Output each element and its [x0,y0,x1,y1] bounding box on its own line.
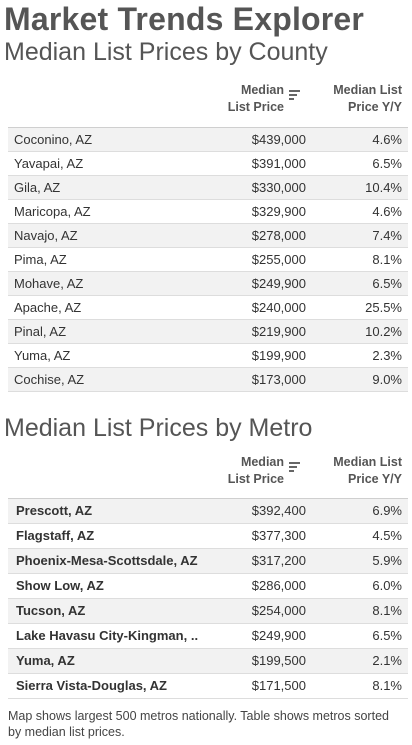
row-price-yy: 2.1% [372,653,402,668]
row-median-price: $330,000 [251,180,306,195]
metro-section-title: Median List Prices by Metro [4,414,313,442]
table-row[interactable]: Pinal, AZ $219,900 10.2% [8,320,408,344]
county-table-header: Median List Price Median List Price Y/Y [8,80,408,126]
table-row[interactable]: Yuma, AZ $199,900 2.3% [8,344,408,368]
row-median-price: $171,500 [251,678,306,693]
row-price-yy: 6.5% [372,276,402,291]
row-name: Phoenix-Mesa-Scottsdale, AZ [16,553,198,568]
row-name: Navajo, AZ [14,228,78,243]
row-price-yy: 6.9% [372,503,402,518]
row-median-price: $219,900 [251,324,306,339]
row-name: Pinal, AZ [14,324,67,339]
row-median-price: $254,000 [251,603,306,618]
row-price-yy: 2.3% [372,348,402,363]
row-price-yy: 10.4% [365,180,402,195]
table-row[interactable]: Pima, AZ $255,000 8.1% [8,248,408,272]
row-median-price: $278,000 [251,228,306,243]
county-section-title: Median List Prices by County [4,38,328,66]
table-row[interactable]: Show Low, AZ $286,000 6.0% [8,574,408,599]
row-name: Maricopa, AZ [14,204,91,219]
footer-note: Map shows largest 500 metros nationally.… [8,709,389,739]
row-price-yy: 25.5% [365,300,402,315]
row-name: Yuma, AZ [16,653,75,668]
row-median-price: $286,000 [251,578,306,593]
table-row[interactable]: Yuma, AZ $199,500 2.1% [8,649,408,674]
row-name: Sierra Vista-Douglas, AZ [16,678,167,693]
row-price-yy: 8.1% [372,603,402,618]
table-row[interactable]: Maricopa, AZ $329,900 4.6% [8,200,408,224]
row-price-yy: 6.5% [372,156,402,171]
row-name: Gila, AZ [14,180,61,195]
metro-yy-header[interactable]: Median List Price Y/Y [333,455,402,486]
row-median-price: $317,200 [251,553,306,568]
row-name: Show Low, AZ [16,578,104,593]
row-name: Coconino, AZ [14,132,93,147]
table-row[interactable]: Lake Havasu City-Kingman, .. $249,900 6.5% [8,624,408,649]
table-row[interactable]: Phoenix-Mesa-Scottsdale, AZ $317,200 5.9% [8,549,408,574]
app-title: Market Trends Explorer [4,1,365,37]
row-median-price: $240,000 [251,300,306,315]
row-name: Mohave, AZ [14,276,84,291]
table-row[interactable]: Tucson, AZ $254,000 8.1% [8,599,408,624]
table-row[interactable]: Mohave, AZ $249,900 6.5% [8,272,408,296]
county-yy-header[interactable]: Median List Price Y/Y [333,83,402,114]
row-price-yy: 4.5% [372,528,402,543]
row-name: Tucson, AZ [16,603,86,618]
row-price-yy: 9.0% [372,372,402,387]
table-row[interactable]: Coconino, AZ $439,000 4.6% [8,128,408,152]
row-price-yy: 6.5% [372,628,402,643]
row-name: Prescott, AZ [16,503,93,518]
row-median-price: $249,900 [251,276,306,291]
row-price-yy: 4.6% [372,132,402,147]
table-row[interactable]: Apache, AZ $240,000 25.5% [8,296,408,320]
row-name: Apache, AZ [14,300,82,315]
row-median-price: $391,000 [251,156,306,171]
row-median-price: $439,000 [251,132,306,147]
row-median-price: $249,900 [251,628,306,643]
row-name: Flagstaff, AZ [16,528,95,543]
row-median-price: $377,300 [251,528,306,543]
row-name: Pima, AZ [14,252,67,267]
row-name: Yuma, AZ [14,348,71,363]
table-row[interactable]: Cochise, AZ $173,000 9.0% [8,368,408,392]
sort-descending-icon[interactable] [289,90,300,100]
metro-table: Prescott, AZ $392,400 6.9% Flagstaff, AZ $37… [8,498,408,699]
county-table: Coconino, AZ $439,000 4.6% Yavapai, AZ $391,… [8,127,408,392]
row-price-yy: 5.9% [372,553,402,568]
sort-descending-icon[interactable] [289,462,300,472]
table-row[interactable]: Yavapai, AZ $391,000 6.5% [8,152,408,176]
row-name: Cochise, AZ [14,372,85,387]
table-row[interactable]: Sierra Vista-Douglas, AZ $171,500 8.1% [8,674,408,699]
row-price-yy: 7.4% [372,228,402,243]
row-median-price: $329,900 [251,204,306,219]
row-price-yy: 4.6% [372,204,402,219]
row-median-price: $199,900 [251,348,306,363]
row-median-price: $255,000 [251,252,306,267]
row-median-price: $173,000 [251,372,306,387]
table-row[interactable]: Navajo, AZ $278,000 7.4% [8,224,408,248]
row-median-price: $199,500 [251,653,306,668]
row-name: Lake Havasu City-Kingman, .. [16,628,199,643]
row-price-yy: 6.0% [372,578,402,593]
metro-table-header: Median List Price Median List Price Y/Y [8,452,408,498]
row-price-yy: 8.1% [372,678,402,693]
table-row[interactable]: Prescott, AZ $392,400 6.9% [8,499,408,524]
table-row[interactable]: Gila, AZ $330,000 10.4% [8,176,408,200]
row-price-yy: 8.1% [372,252,402,267]
row-name: Yavapai, AZ [14,156,84,171]
metro-price-header[interactable]: Median List Price [227,455,284,486]
row-median-price: $392,400 [251,503,306,518]
table-row[interactable]: Flagstaff, AZ $377,300 4.5% [8,524,408,549]
county-price-header[interactable]: Median List Price [227,83,284,114]
row-price-yy: 10.2% [365,324,402,339]
